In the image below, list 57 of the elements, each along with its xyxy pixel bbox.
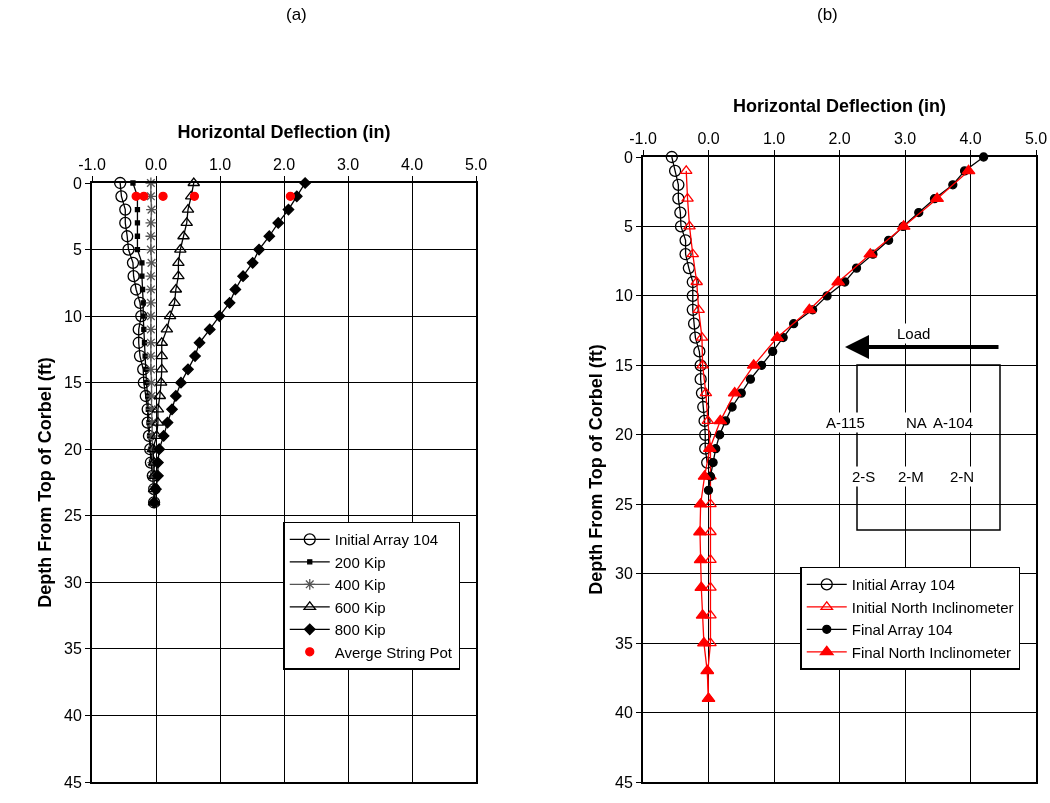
- x-tick-label: 5.0: [464, 155, 488, 173]
- x-tick-label: -1.0: [629, 129, 657, 147]
- x-tick-label: 1.0: [208, 155, 232, 173]
- x-tick-label: 5.0: [1024, 129, 1048, 147]
- legend-label: 600 Kip: [334, 598, 386, 616]
- y-tick-label: 10: [615, 287, 633, 305]
- x-tick-label: -1.0: [78, 155, 106, 173]
- y-tick-label: 30: [64, 573, 82, 591]
- annotation: 2-S: [852, 468, 876, 485]
- y-tick-label: 25: [615, 495, 633, 513]
- annotation: NA: [906, 414, 927, 431]
- y-tick-label: 35: [64, 640, 82, 658]
- legend-label: Final North Inclinometer: [851, 643, 1011, 661]
- y-tick-label: 35: [615, 634, 633, 652]
- y-axis-title: Depth From Top of Corbel (ft): [585, 344, 606, 595]
- y-tick-label: 45: [615, 773, 633, 791]
- y-tick-label: 20: [615, 426, 633, 444]
- annotation: 2-M: [898, 468, 924, 485]
- annotation: Load: [897, 325, 931, 342]
- y-tick-label: 25: [64, 507, 82, 525]
- y-tick-label: 45: [64, 773, 82, 791]
- x-tick-label: 2.0: [828, 129, 851, 147]
- annotation: 2-N: [950, 468, 975, 485]
- x-tick-label: 3.0: [893, 129, 917, 147]
- legend-label: Averge String Pot: [334, 643, 453, 661]
- x-axis-title: Horizontal Deflection (in): [177, 122, 391, 143]
- x-axis-title: Horizontal Deflection (in): [733, 96, 946, 117]
- y-tick-label: 0: [72, 174, 82, 192]
- y-tick-label: 0: [623, 148, 633, 166]
- x-tick-label: 0.0: [697, 129, 720, 147]
- y-tick-label: 40: [615, 704, 633, 722]
- y-axis-title: Depth From Top of Corbel (ft): [34, 357, 55, 608]
- legend-label: 200 Kip: [334, 553, 386, 571]
- legend-label: 400 Kip: [334, 576, 386, 594]
- x-tick-label: 4.0: [400, 155, 424, 173]
- chart-title: (b): [817, 5, 838, 24]
- y-tick-label: 15: [615, 356, 633, 374]
- chart-title: (a): [286, 5, 307, 24]
- y-tick-label: 15: [64, 374, 82, 392]
- legend-label: Initial Array 104: [851, 576, 956, 594]
- x-tick-label: 3.0: [336, 155, 360, 173]
- legend-label: Final Array 104: [851, 621, 953, 639]
- annotation: A-104: [933, 414, 974, 431]
- x-tick-label: 4.0: [959, 129, 982, 147]
- y-tick-label: 40: [64, 707, 82, 725]
- y-tick-label: 20: [64, 440, 82, 458]
- legend-label: Initial North Inclinometer: [851, 598, 1014, 616]
- y-tick-label: 5: [623, 218, 633, 236]
- legend-label: Initial Array 104: [334, 531, 439, 549]
- y-tick-label: 10: [64, 307, 82, 325]
- x-tick-label: 0.0: [144, 155, 168, 173]
- legend-label: 800 Kip: [334, 621, 386, 639]
- x-tick-label: 1.0: [762, 129, 786, 147]
- y-tick-label: 5: [72, 241, 82, 259]
- y-tick-label: 30: [615, 565, 633, 583]
- x-tick-label: 2.0: [272, 155, 296, 173]
- annotation: A-115: [826, 414, 865, 431]
